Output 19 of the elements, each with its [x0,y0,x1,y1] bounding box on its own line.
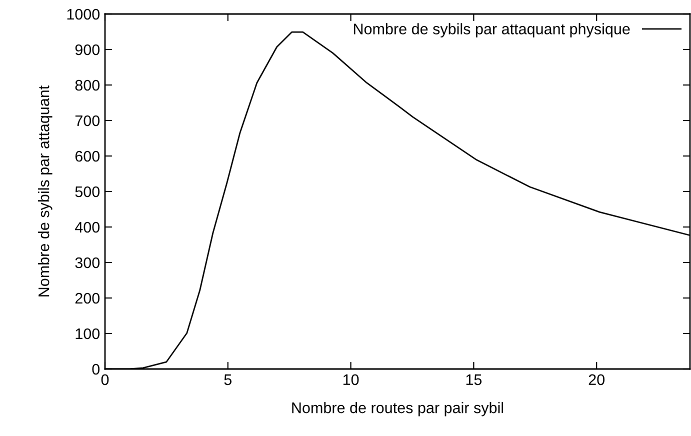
y-tick-label: 200 [75,292,100,304]
y-axis-title: Nombre de sybils par attaquant [38,85,52,296]
y-tick-label: 600 [75,150,100,162]
y-tick-label: 1000 [67,8,100,20]
x-tick-label: 0 [101,374,109,386]
x-tick-label: 5 [224,374,232,386]
y-tick-label: 400 [75,222,100,233]
legend-label: Nombre de sybils par attaquant physique [354,23,630,38]
y-tick-label: 900 [75,44,100,56]
y-tick-label: 700 [75,115,100,126]
x-tick-label: 20 [588,374,604,386]
y-tick-label: 500 [75,186,100,198]
y-tick-label: 800 [75,80,100,91]
y-tick-label: 0 [92,364,100,375]
x-tick-label: 10 [343,374,359,386]
y-tick-label: 300 [75,257,100,268]
y-tick-label: 100 [76,328,100,340]
x-axis-title: Nombre de routes par pair sybil [292,402,504,416]
x-tick-label: 15 [466,374,482,386]
